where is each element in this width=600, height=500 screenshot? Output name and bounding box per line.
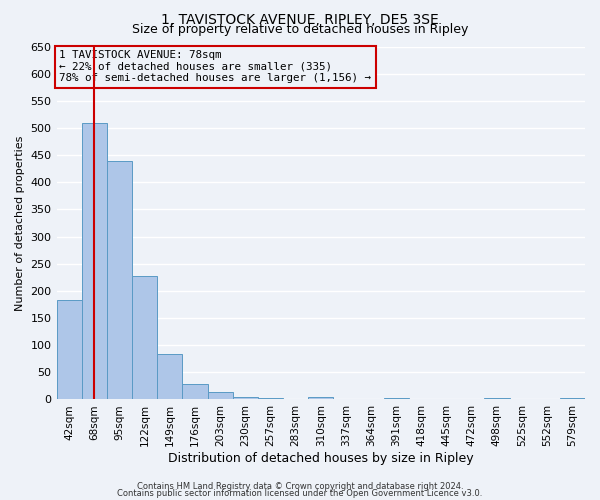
Text: Contains HM Land Registry data © Crown copyright and database right 2024.: Contains HM Land Registry data © Crown c… <box>137 482 463 491</box>
Text: Size of property relative to detached houses in Ripley: Size of property relative to detached ho… <box>132 22 468 36</box>
Y-axis label: Number of detached properties: Number of detached properties <box>15 136 25 310</box>
Bar <box>308 396 334 400</box>
Bar <box>132 276 157 400</box>
Bar <box>233 396 258 400</box>
Bar <box>258 398 283 400</box>
Bar <box>157 354 182 400</box>
Bar <box>182 384 208 400</box>
Bar <box>82 122 107 400</box>
Bar <box>107 160 132 400</box>
X-axis label: Distribution of detached houses by size in Ripley: Distribution of detached houses by size … <box>168 452 473 465</box>
Bar <box>383 398 409 400</box>
Bar <box>56 300 82 400</box>
Text: 1 TAVISTOCK AVENUE: 78sqm
← 22% of detached houses are smaller (335)
78% of semi: 1 TAVISTOCK AVENUE: 78sqm ← 22% of detac… <box>59 50 371 83</box>
Bar <box>560 398 585 400</box>
Text: 1, TAVISTOCK AVENUE, RIPLEY, DE5 3SE: 1, TAVISTOCK AVENUE, RIPLEY, DE5 3SE <box>161 12 439 26</box>
Bar <box>484 398 509 400</box>
Bar <box>208 392 233 400</box>
Text: Contains public sector information licensed under the Open Government Licence v3: Contains public sector information licen… <box>118 490 482 498</box>
